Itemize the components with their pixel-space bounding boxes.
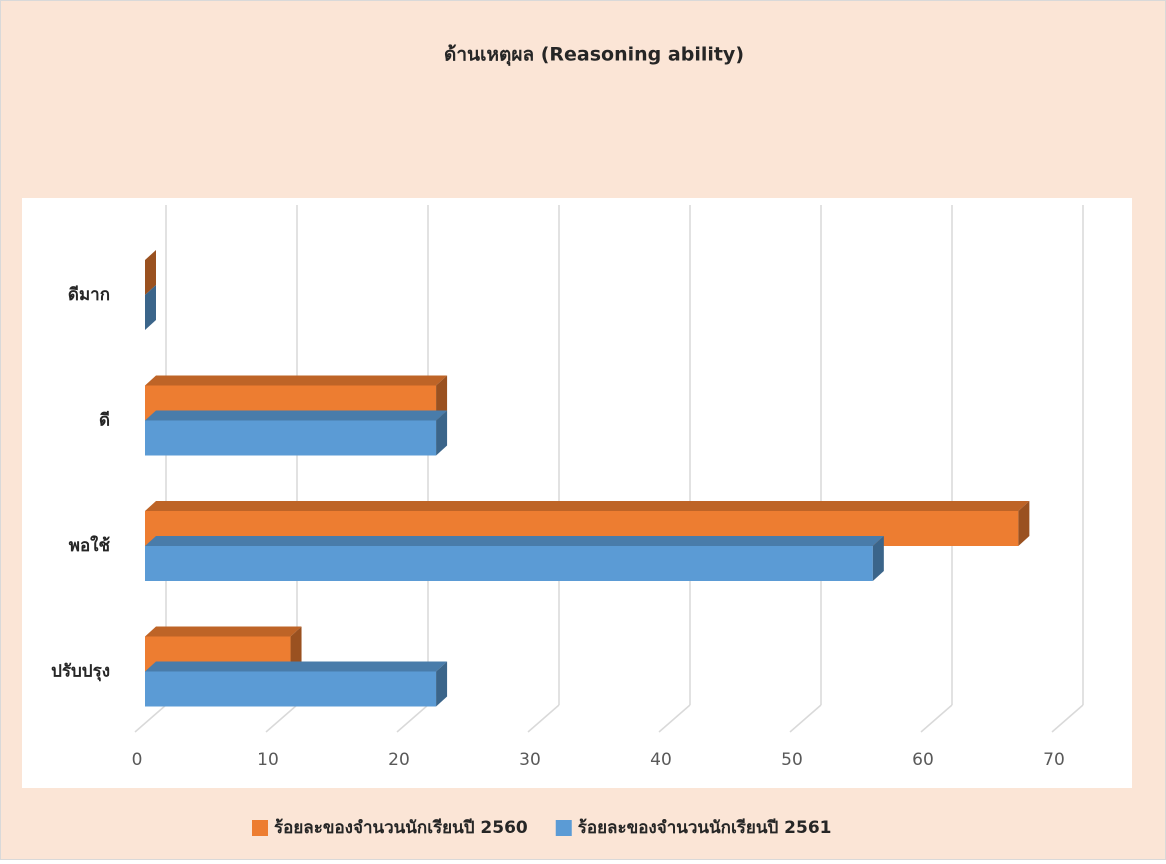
y-tick-label: พอใช้ — [69, 535, 111, 556]
bar — [145, 250, 156, 295]
chart-title: ด้านเหตุผล (Reasoning ability) — [444, 44, 744, 67]
x-tick-label: 0 — [132, 750, 143, 770]
bar — [145, 285, 156, 330]
x-tick-label: 60 — [912, 750, 934, 770]
bar — [145, 410, 448, 456]
y-tick-label: ปรับปรุง — [51, 662, 110, 682]
bar — [145, 661, 448, 707]
x-tick-label: 40 — [650, 750, 672, 770]
y-tick-label: ดี — [99, 410, 110, 431]
x-tick-label: 10 — [257, 750, 279, 770]
legend-swatch — [252, 820, 268, 836]
grid-floor-line — [265, 704, 298, 733]
grid-floor-line — [134, 704, 167, 733]
x-tick-label: 30 — [519, 750, 541, 770]
grid-floor-line — [920, 704, 953, 733]
grid-floor-line — [1051, 704, 1084, 733]
legend-label: ร้อยละของจำนวนนักเรียนปี 2561 — [578, 817, 832, 838]
x-tick-label: 70 — [1043, 750, 1065, 770]
grid-floor-line — [396, 704, 429, 733]
x-tick-label: 20 — [388, 750, 410, 770]
x-tick-label: 50 — [781, 750, 803, 770]
bar — [145, 536, 884, 581]
legend-swatch — [555, 820, 572, 836]
y-tick-label: ดีมาก — [68, 284, 110, 305]
grid-floor-line — [789, 704, 822, 733]
grid-floor-line — [527, 704, 560, 733]
legend-label: ร้อยละของจำนวนนักเรียนปี 2560 — [274, 817, 528, 838]
grid-floor-line — [658, 704, 691, 733]
